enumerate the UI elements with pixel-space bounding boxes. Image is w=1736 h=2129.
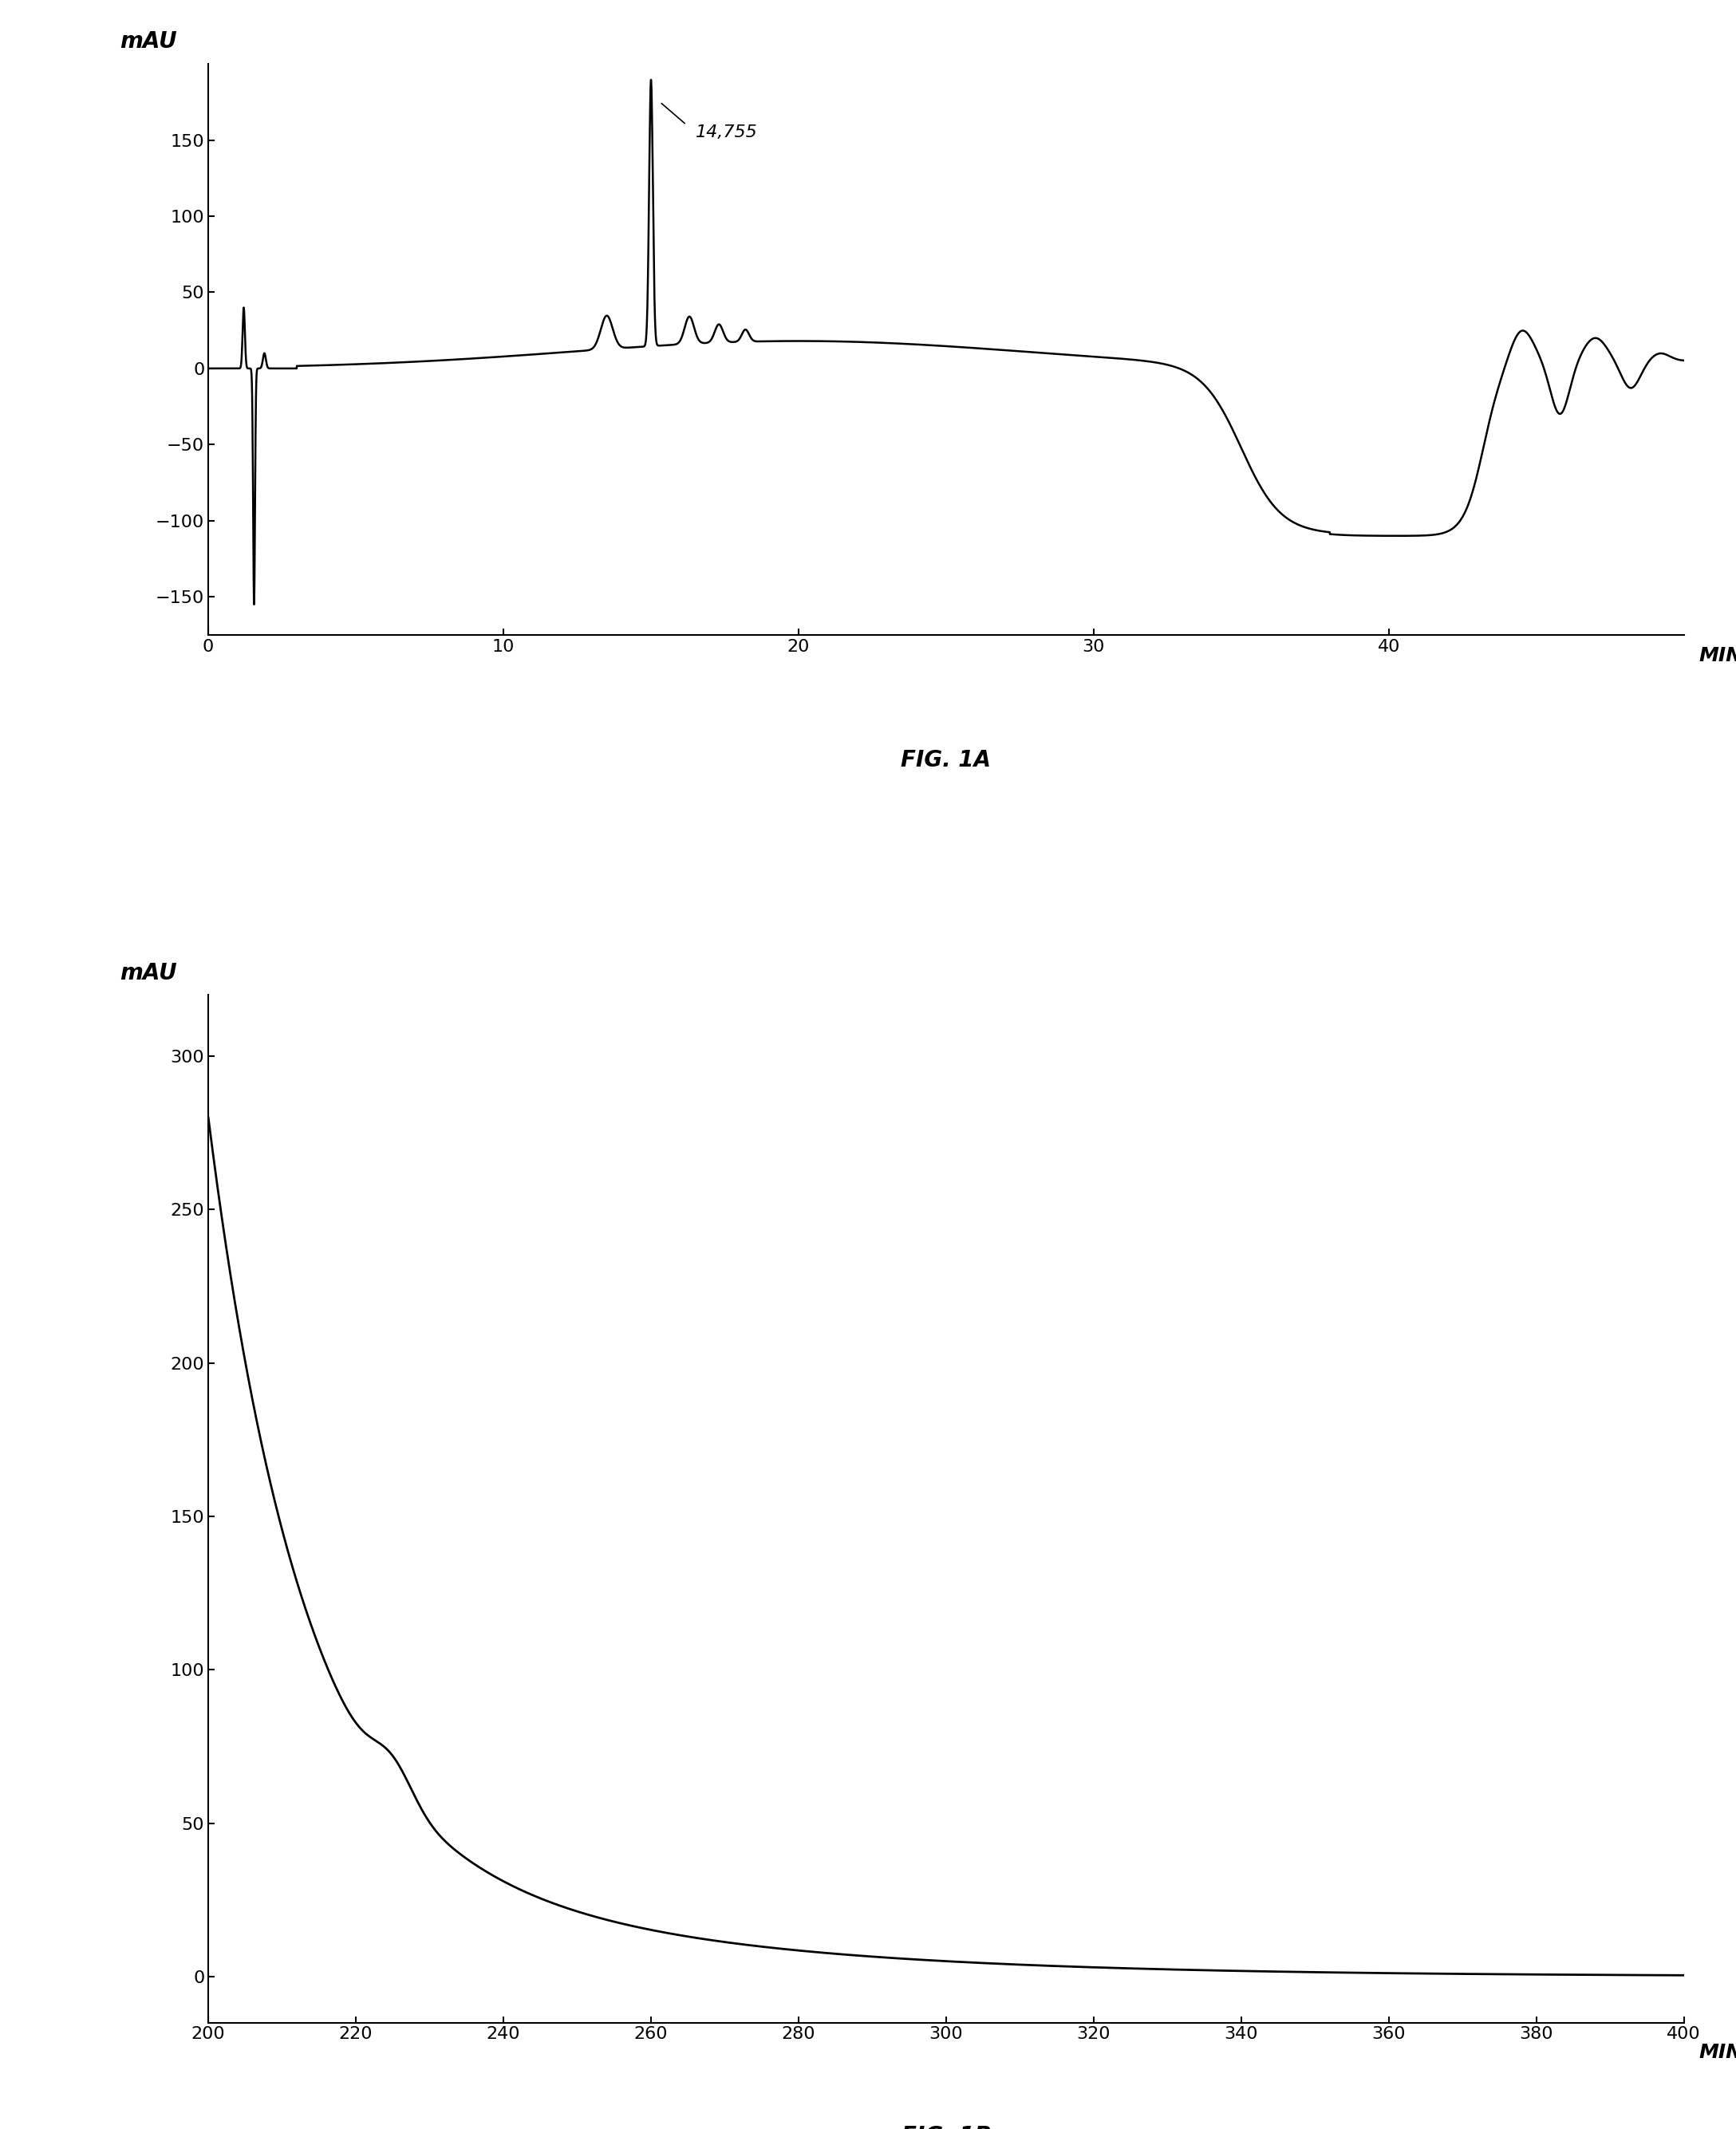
Text: 14,755: 14,755 (694, 123, 757, 141)
Text: MIN: MIN (1698, 647, 1736, 666)
Text: mAU: mAU (120, 962, 177, 984)
Text: mAU: mAU (120, 30, 177, 53)
Text: MIN: MIN (1698, 2044, 1736, 2063)
Text: FIG. 1B: FIG. 1B (901, 2125, 991, 2129)
Text: FIG. 1A: FIG. 1A (901, 749, 991, 771)
